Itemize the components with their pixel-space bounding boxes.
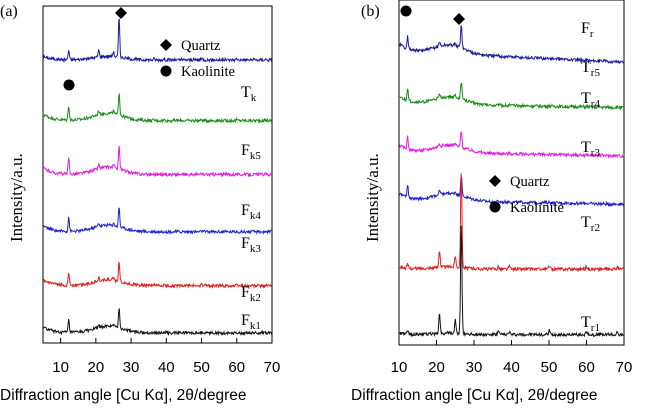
trace-Tk	[42, 18, 273, 64]
quartz-diamond-icon	[160, 39, 172, 51]
xtick-label: 70	[264, 359, 281, 376]
kaolinite-circle-icon	[160, 65, 172, 77]
panel-a-xticks: 10 20 30 40 50 60 70	[52, 338, 280, 376]
xtick-label: 10	[391, 359, 408, 376]
panel-a-xlabel: Diffraction angle [Cu Kα], 2θ/degree	[0, 387, 247, 404]
trace-label-sub: k3	[250, 243, 262, 255]
trace-label-sub: k	[251, 92, 257, 104]
trace-label: Fk4	[241, 202, 261, 222]
trace-label: Fk2	[241, 284, 261, 304]
kaolinite-circle-icon	[489, 201, 501, 213]
panel-b-legend-quartz: Quartz	[510, 174, 550, 190]
panel-a-legend-quartz: Quartz	[181, 38, 221, 54]
trace-label: Tr2	[581, 214, 600, 234]
trace-Fk4	[42, 146, 273, 178]
trace-Tr1	[398, 225, 625, 338]
trace-label: Tr4	[581, 90, 600, 110]
panel-a-legend-kaolinite: Kaolinite	[181, 64, 235, 80]
xtick-label: 30	[123, 359, 140, 376]
trace-label-main: T	[581, 214, 591, 231]
trace-label-main: T	[581, 90, 591, 107]
xtick-label: 40	[158, 359, 175, 376]
trace-Tr5	[398, 82, 625, 111]
trace-label-sub: k5	[250, 150, 262, 162]
panel-b-quartz-marker-icon	[453, 13, 465, 25]
trace-Fk3	[42, 207, 273, 236]
trace-label-sub: r1	[591, 322, 600, 334]
trace-label-main: F	[241, 312, 250, 329]
trace-label: Fk1	[241, 312, 261, 332]
trace-label-main: F	[241, 284, 250, 301]
trace-label-sub: k1	[250, 320, 261, 332]
panel-a-traces	[42, 18, 273, 337]
panel-b: (b) 10 20 30 40 50 60 70 Intensity/a.u. Diffra…	[351, 0, 632, 404]
trace-Tr4	[398, 131, 625, 160]
xtick-label: 40	[503, 359, 520, 376]
xtick-label: 70	[616, 359, 633, 376]
trace-label: Tk	[241, 84, 257, 104]
trace-label-main: F	[241, 142, 250, 159]
trace-label-main: T	[241, 84, 251, 101]
panel-a-quartz-marker-icon	[115, 7, 127, 19]
panel-a-kaolinite-marker-icon	[63, 79, 75, 91]
panel-a-tag: (a)	[0, 3, 18, 20]
trace-Fr	[398, 25, 625, 65]
xtick-label: 20	[428, 359, 445, 376]
xtick-label: 10	[52, 359, 69, 376]
trace-label-main: F	[241, 235, 250, 252]
xtick-label: 50	[193, 359, 210, 376]
xtick-label: 20	[88, 359, 105, 376]
trace-label: Fk5	[241, 142, 261, 162]
panel-b-xticks: 10 20 30 40 50 60 70	[391, 340, 633, 376]
trace-label-sub: k2	[250, 292, 261, 304]
trace-label-sub: r4	[591, 98, 601, 110]
trace-label-sub: r5	[591, 67, 601, 79]
panel-b-legend: Quartz Kaolinite	[489, 174, 564, 216]
trace-Tr3	[398, 176, 625, 207]
panel-b-ylabel: Intensity/a.u.	[363, 153, 382, 242]
xtick-label: 60	[578, 359, 595, 376]
trace-label: Fk3	[241, 235, 261, 255]
quartz-diamond-icon	[489, 175, 501, 187]
panel-a-legend: Quartz Kaolinite	[160, 38, 235, 80]
trace-label-sub: r	[590, 28, 594, 40]
panel-b-traces	[398, 25, 625, 338]
trace-label: Tr1	[581, 314, 600, 334]
trace-label-sub: r2	[591, 222, 600, 234]
panel-b-legend-kaolinite: Kaolinite	[510, 200, 564, 216]
trace-label: Tr5	[581, 59, 600, 79]
panel-b-tag: (b)	[361, 3, 380, 20]
trace-label-sub: r3	[591, 147, 601, 159]
trace-label-sub: k4	[250, 210, 262, 222]
panel-b-xlabel: Diffraction angle [Cu Kα], 2θ/degree	[351, 387, 598, 404]
xtick-label: 50	[541, 359, 558, 376]
trace-label-main: F	[241, 202, 250, 219]
trace-label-main: F	[581, 20, 590, 37]
xtick-label: 30	[466, 359, 483, 376]
trace-label-main: T	[581, 314, 591, 331]
panel-b-axes-frame	[398, 0, 625, 346]
panel-b-kaolinite-marker-icon	[400, 5, 412, 17]
panel-a: (a) 10 20 30 40 50 60 70 Intensity/a.u. Diffra…	[0, 3, 280, 404]
trace-Fk1	[42, 308, 273, 337]
trace-label-main: T	[581, 59, 591, 76]
trace-label-main: T	[581, 139, 591, 156]
trace-label: Tr3	[581, 139, 600, 159]
trace-Fk2	[42, 261, 273, 289]
trace-label: Fr	[581, 20, 594, 40]
xtick-label: 60	[228, 359, 245, 376]
panel-a-ylabel: Intensity/a.u.	[7, 153, 26, 242]
trace-Fk5	[42, 92, 273, 124]
trace-Tr2	[398, 173, 625, 273]
